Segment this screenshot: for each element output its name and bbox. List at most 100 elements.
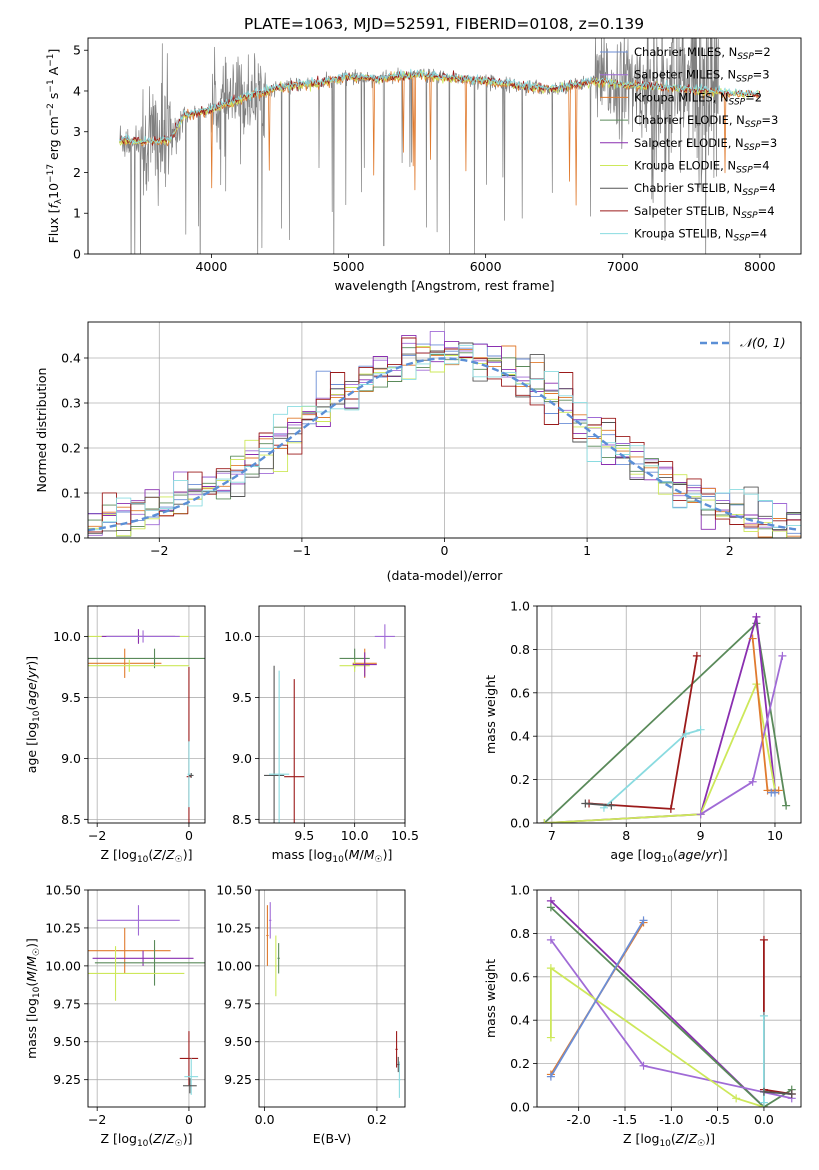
label-part: Chabrier MILES, N bbox=[634, 45, 737, 59]
y-tick-label: 9.5 bbox=[232, 690, 252, 705]
label-part: ☉ bbox=[175, 1139, 183, 1149]
label-part: / bbox=[24, 966, 39, 971]
plot-area-Z-mass bbox=[88, 905, 205, 1095]
label-part: 10 bbox=[659, 1139, 671, 1149]
label-part: ☉ bbox=[175, 855, 183, 865]
legend-label: Chabrier STELIB, NSSP=4 bbox=[634, 181, 776, 198]
label-part: Salpeter STELIB, N bbox=[634, 204, 741, 218]
y-tick-label: 0.6 bbox=[510, 969, 530, 984]
legend-label: Chabrier ELODIE, NSSP=3 bbox=[634, 113, 778, 130]
y-tick-label: 10.00 bbox=[45, 958, 81, 973]
x-tick-label: 9 bbox=[697, 828, 705, 843]
label-part: M bbox=[24, 971, 39, 982]
x-axis-label: mass [log10(M/M☉)] bbox=[272, 847, 393, 865]
label-part: −17 bbox=[46, 164, 56, 183]
label-part: ☉ bbox=[32, 948, 42, 956]
y-tick-label: 5 bbox=[73, 43, 81, 58]
x-tick-label: 8 bbox=[622, 828, 630, 843]
y-tick-label: 10.00 bbox=[216, 958, 252, 973]
weight-marker bbox=[639, 1061, 648, 1070]
label-part: =4 bbox=[758, 204, 775, 218]
y-tick-label: 9.50 bbox=[224, 1034, 252, 1049]
y-axis-label: Normed distribution bbox=[34, 368, 49, 493]
label-part: Z [log bbox=[100, 1131, 136, 1146]
y-tick-label: 9.25 bbox=[224, 1072, 252, 1087]
label-part: 10 bbox=[662, 855, 674, 865]
label-part: Z bbox=[675, 1131, 685, 1146]
weight-series-line bbox=[544, 683, 776, 823]
axes-residuals: −2 −1 0 1 2 0.0 0.1 0.2 0.3 0.4 (data-model)/error… bbox=[34, 321, 802, 583]
weight-marker bbox=[763, 786, 772, 795]
legend-label: Kroupa ELODIE, NSSP=4 bbox=[634, 159, 770, 176]
y-axis-label: mass weight bbox=[483, 959, 498, 1038]
label-part: Kroupa ELODIE, N bbox=[634, 159, 736, 173]
x-tick-label: 8000 bbox=[744, 259, 776, 274]
y-tick-label: 10.50 bbox=[216, 883, 252, 898]
y-axis-label: Flux [fλ10−17 erg cm−2 s−1 A−1] bbox=[46, 49, 64, 244]
x-tick-label: 10.5 bbox=[391, 828, 419, 843]
y-tick-label: 9.75 bbox=[224, 996, 252, 1011]
label-part: =4 bbox=[753, 159, 770, 173]
y-tick-label: 2 bbox=[73, 165, 81, 180]
label-part: −1 bbox=[46, 79, 56, 92]
x-tick-label: -1.0 bbox=[659, 1112, 683, 1127]
y-tick-label: 1 bbox=[73, 206, 81, 221]
y-tick-label: 0.4 bbox=[510, 729, 530, 744]
label-part: erg cm bbox=[46, 116, 61, 164]
y-tick-label: 0.2 bbox=[61, 441, 81, 456]
y-tick-label: 1.0 bbox=[510, 883, 530, 898]
spectrum-model-line bbox=[119, 68, 760, 145]
weight-marker bbox=[639, 916, 648, 925]
legend-label: Chabrier MILES, NSSP=2 bbox=[634, 45, 771, 62]
axes-frame bbox=[87, 605, 206, 824]
y-tick-label: 9.0 bbox=[61, 751, 81, 766]
y-tick-label: 0 bbox=[73, 247, 81, 262]
y-axis-label: age [log10(age/yr)] bbox=[24, 656, 42, 773]
axes-frame bbox=[258, 605, 406, 824]
label-part: SSP bbox=[745, 120, 762, 130]
label-part: Chabrier ELODIE, N bbox=[634, 113, 745, 127]
weight-series-line bbox=[763, 1090, 792, 1095]
weight-series-line bbox=[550, 919, 645, 1078]
label-part: )] bbox=[183, 1131, 193, 1146]
label-part: =2 bbox=[745, 90, 762, 104]
label-part: =4 bbox=[750, 227, 767, 241]
x-tick-label: 7 bbox=[548, 828, 556, 843]
weight-marker bbox=[546, 1033, 555, 1042]
label-part: Z bbox=[688, 1131, 698, 1146]
legend-label: Salpeter MILES, NSSP=3 bbox=[634, 68, 770, 85]
x-tick-label: −2 bbox=[88, 828, 106, 843]
x-tick-label: 4000 bbox=[195, 259, 227, 274]
x-axis-label: Z [log10(Z/Z☉)] bbox=[623, 1131, 715, 1149]
label-part: )] bbox=[705, 1131, 715, 1146]
plot-area-Z-age bbox=[88, 629, 205, 823]
y-tick-label: 0.4 bbox=[61, 351, 81, 366]
label-part: 10 bbox=[46, 183, 61, 199]
axes-Z-age: −2 08.59.09.510.0Z [log10(Z/Z☉)]age [log1… bbox=[24, 605, 206, 865]
weight-marker bbox=[546, 1072, 555, 1081]
x-axis-label: E(B-V) bbox=[313, 1131, 352, 1146]
x-tick-label: 0 bbox=[185, 1112, 193, 1127]
x-tick-label: 1 bbox=[583, 543, 591, 558]
plot-area-ebv-mass bbox=[266, 902, 401, 1098]
weight-marker bbox=[782, 801, 791, 810]
y-tick-label: 0.0 bbox=[510, 816, 530, 831]
x-tick-label: −1 bbox=[293, 543, 311, 558]
label-part: ☉ bbox=[697, 1139, 705, 1149]
histogram-step bbox=[88, 330, 801, 536]
label-part: s bbox=[46, 93, 61, 104]
legend-label: Salpeter ELODIE, NSSP=3 bbox=[634, 136, 777, 153]
histogram-step bbox=[88, 337, 801, 533]
y-tick-label: 10.25 bbox=[45, 920, 81, 935]
y-tick-label: 8.5 bbox=[61, 812, 81, 827]
label-part: SSP bbox=[729, 97, 746, 107]
label-part: ] bbox=[46, 49, 61, 54]
label-part: E(B-V) bbox=[313, 1131, 352, 1146]
x-tick-label: -2.0 bbox=[566, 1112, 590, 1127]
weight-series-line bbox=[543, 622, 787, 823]
label-part: age [log bbox=[610, 847, 661, 862]
label-part: / bbox=[162, 847, 167, 862]
